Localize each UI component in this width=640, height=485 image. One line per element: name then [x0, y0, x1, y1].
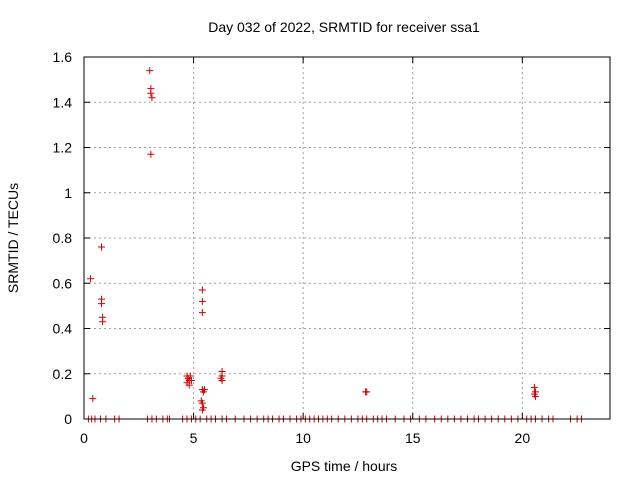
data-point [147, 89, 155, 97]
x-tick-label: 0 [80, 430, 88, 446]
data-point [146, 67, 154, 75]
data-point [198, 297, 206, 305]
data-point [218, 377, 226, 385]
tick-labels: 0 0.2 0.4 0.6 0.8 1 1.2 1.4 1.6 0 5 10 15 20 [53, 49, 531, 446]
y-tick-label: 0.2 [53, 366, 73, 382]
y-tick-label: 0 [64, 411, 72, 427]
y-tick-label: 1 [64, 185, 72, 201]
x-axis-label: GPS time / hours [291, 458, 398, 474]
y-tick-label: 0.6 [53, 275, 73, 291]
data-point [530, 383, 538, 391]
data-point [187, 377, 195, 385]
data-point [89, 395, 97, 403]
y-tick-label: 1.4 [53, 94, 73, 110]
grid-lines [84, 57, 610, 419]
x-tick-label: 15 [405, 430, 421, 446]
data-point [201, 386, 209, 394]
y-tick-label: 1.6 [53, 49, 73, 65]
data-point [198, 309, 206, 317]
plot-frame [83, 56, 611, 420]
x-tick-label: 5 [190, 430, 198, 446]
x-tick-label: 10 [295, 430, 311, 446]
data-point [98, 243, 106, 251]
data-point [198, 399, 206, 407]
x-tick-label: 20 [515, 430, 531, 446]
data-point [185, 381, 193, 389]
y-tick-label: 1.2 [53, 140, 73, 156]
data-point [186, 372, 194, 380]
y-tick-label: 0.4 [53, 321, 73, 337]
y-tick-label: 0.8 [53, 230, 73, 246]
data-point [198, 286, 206, 294]
data-point [99, 318, 107, 326]
chart-title: Day 032 of 2022, SRMTID for receiver ssa… [208, 19, 480, 35]
data-point [87, 275, 95, 283]
data-point [531, 392, 539, 400]
data-point [98, 300, 106, 308]
data-point [148, 94, 156, 102]
data-points [84, 67, 586, 423]
data-point [198, 406, 206, 414]
data-point [363, 388, 371, 396]
data-point [147, 150, 155, 158]
axis-ticks [83, 56, 610, 420]
y-axis-label: SRMTID / TECUs [5, 183, 21, 293]
